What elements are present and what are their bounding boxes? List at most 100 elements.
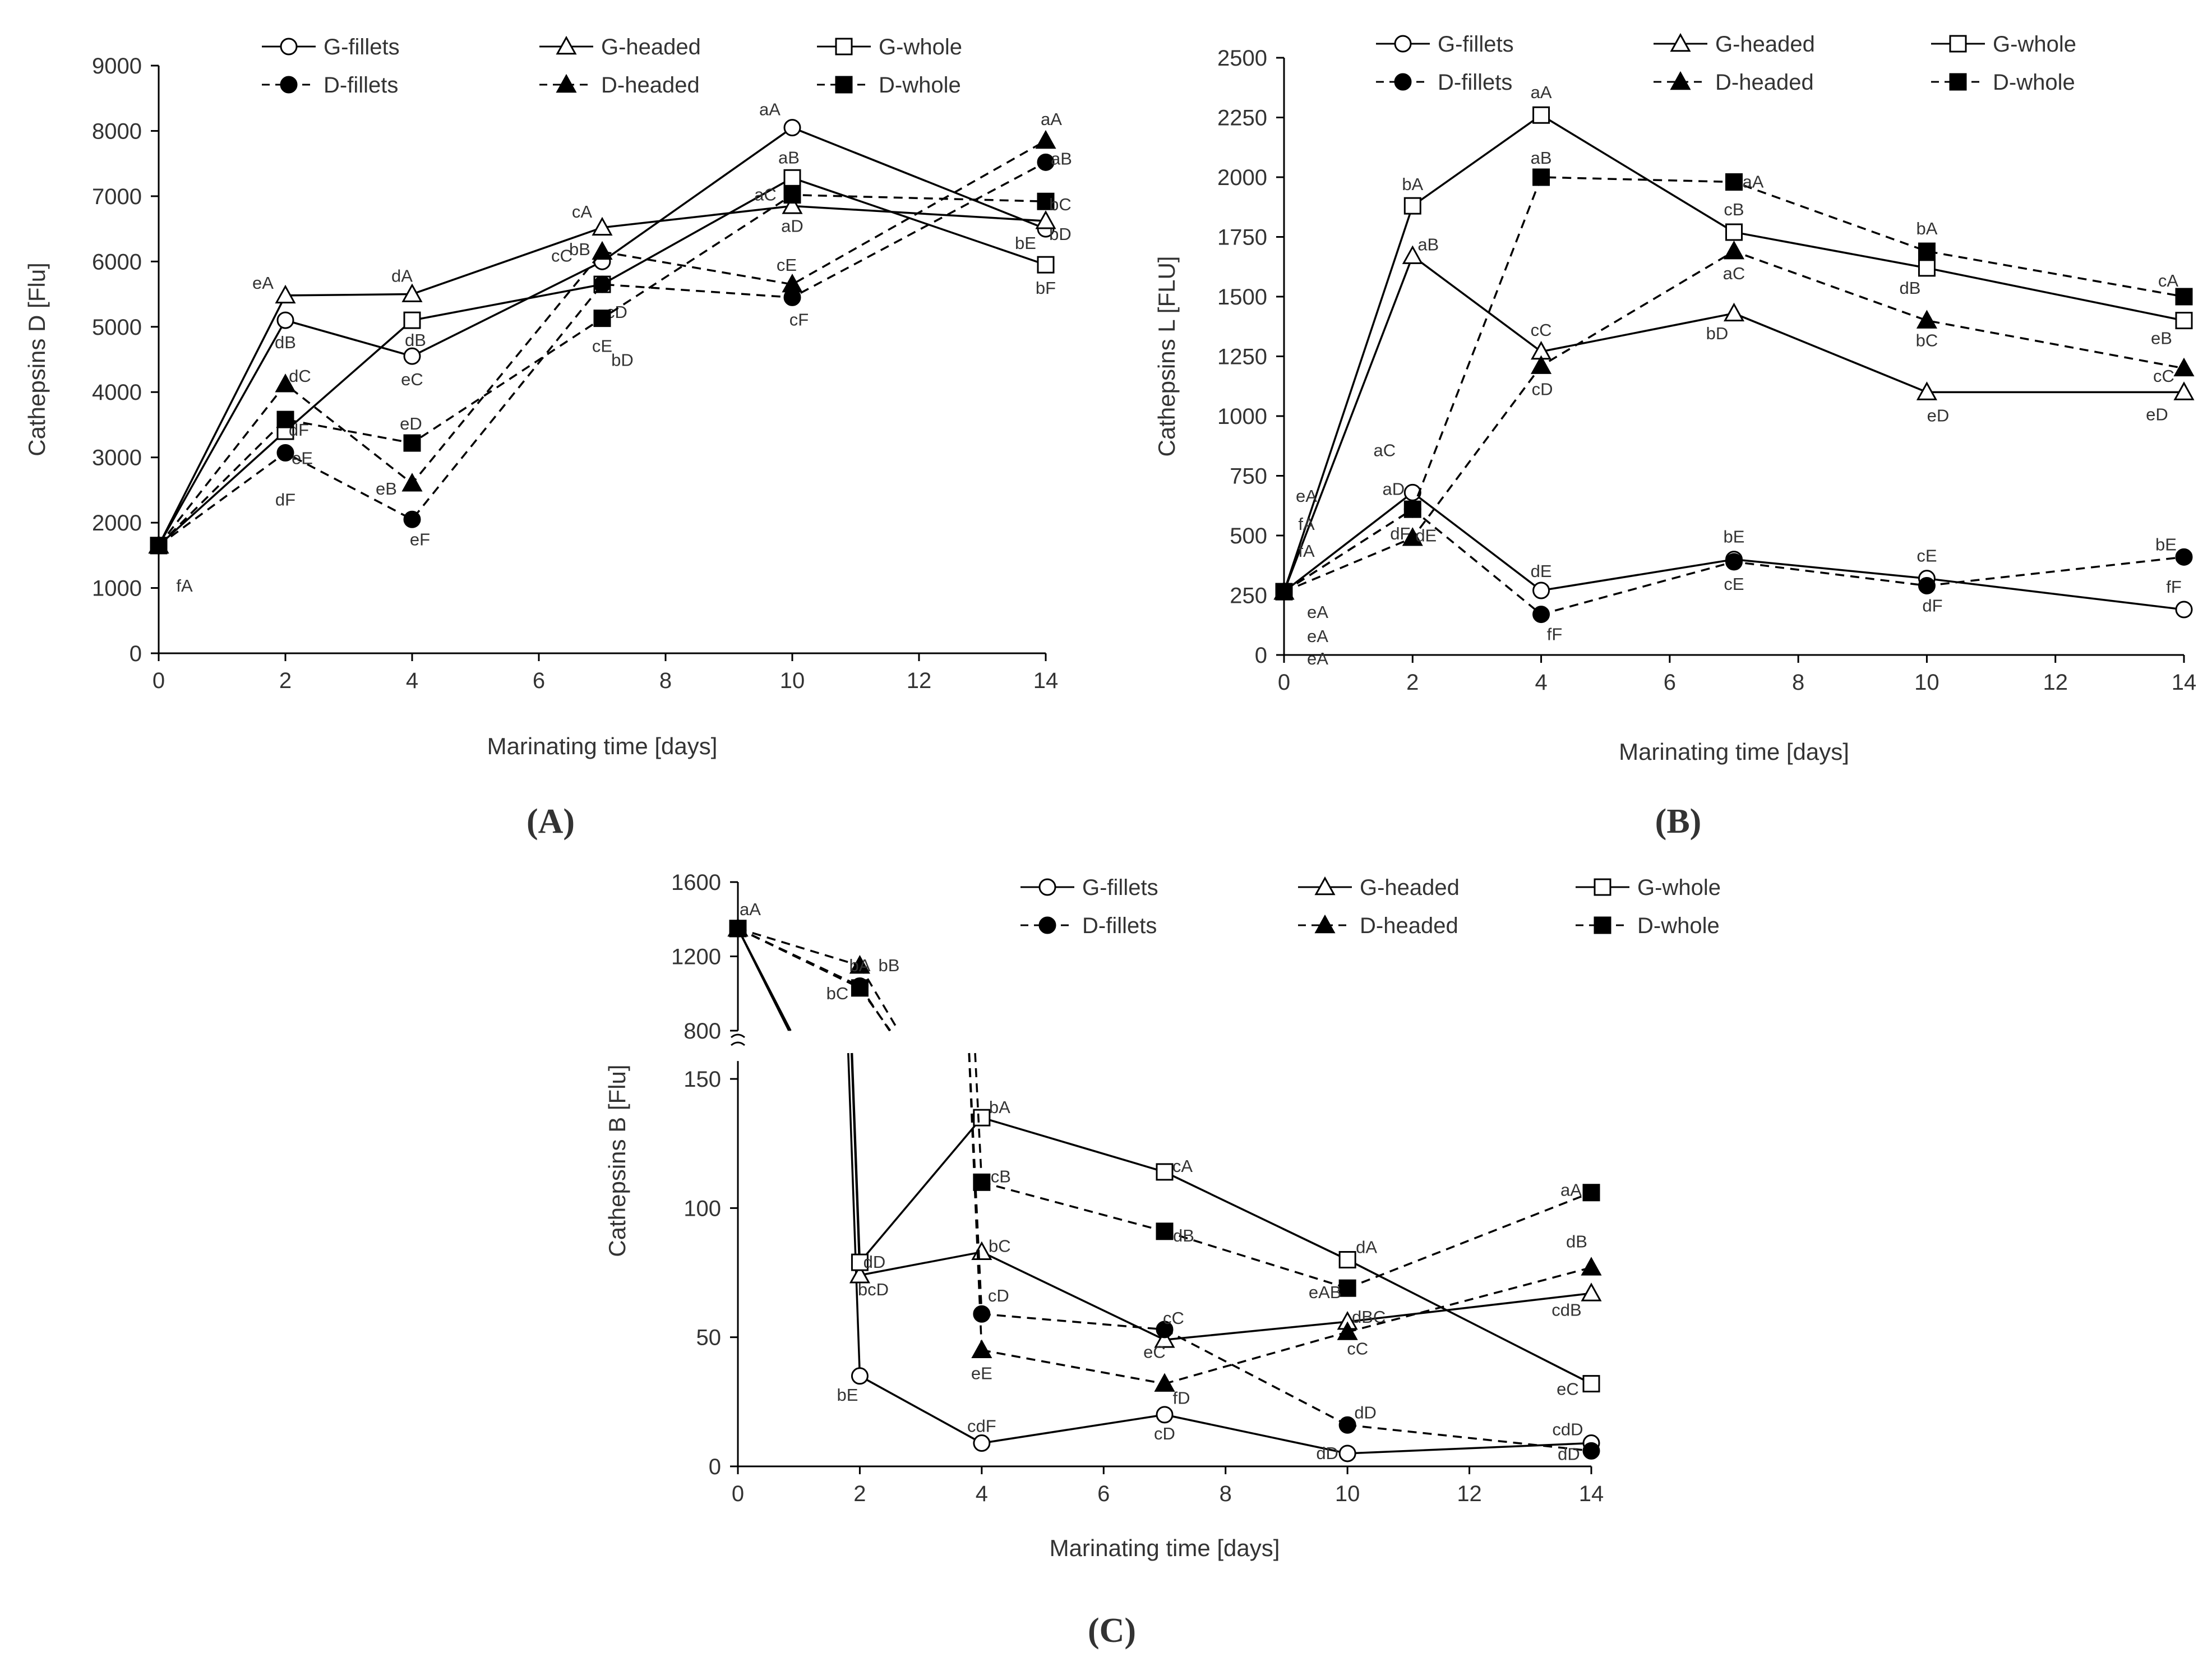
data-label-g-headed-day-4: cC: [1531, 320, 1552, 340]
annotation-2: bD: [611, 350, 634, 370]
segment-g-whole-2: [981, 1116, 1165, 1173]
point-d-fillets-day-10: [1338, 1416, 1356, 1434]
panel-label-close: ): [563, 802, 575, 841]
panel-label-open: (: [527, 802, 538, 841]
data-label-g-fillets-day-7: cC: [551, 246, 572, 265]
point-d-headed-day-4: [401, 473, 423, 492]
y-tick-label-1750: 1750: [1217, 225, 1267, 250]
x-tick-label-8: 8: [1220, 1482, 1232, 1506]
legend-item-d-whole: D-whole: [1931, 70, 2075, 95]
legend-marker-g-whole: [835, 38, 853, 56]
series-line-g-whole: [1283, 114, 2185, 592]
point-d-headed-day-14: [1581, 1257, 1602, 1276]
point-d-headed-day-2: [849, 954, 870, 974]
panel-label: (A): [527, 802, 575, 841]
x-tick-label-6: 6: [1664, 670, 1676, 695]
x-tick-label-2: 2: [279, 668, 292, 693]
point-d-headed-day-2: [275, 373, 296, 393]
segment-g-headed-4: [1347, 1292, 1592, 1323]
data-label-g-fillets-day-10: dD: [1316, 1443, 1338, 1463]
point-g-headed-day-7: [1154, 1329, 1175, 1348]
legend-label-d-whole: D-whole: [879, 73, 961, 98]
point-g-whole-day-4: [1532, 106, 1550, 124]
panel-label-letter: C: [1100, 1612, 1125, 1650]
legend-marker-d-headed: [1314, 914, 1336, 934]
point-d-whole-day-0: [1275, 583, 1293, 601]
panel-label: (B): [1655, 802, 1702, 841]
x-tick-label-4: 4: [406, 668, 418, 693]
data-label-g-headed-day-7: bD: [1706, 324, 1729, 343]
segment-g-fillets-3: [1164, 1414, 1348, 1455]
data-label-d-headed-day-2: bA: [849, 956, 870, 975]
legend-item-d-fillets: D-fillets: [1020, 913, 1157, 938]
y-tick-label-2000: 2000: [1217, 165, 1267, 190]
panel-a: 0 1000 2000 3000 4000 5000 6000 7000 8000 9000 Cat…: [24, 35, 1072, 841]
axis-break-mark-upper: [731, 1033, 745, 1039]
y-axis-title: Cathepsins B [Flu]: [604, 1064, 630, 1257]
series-line-d-fillets: [158, 161, 1046, 547]
x-tick-label-10: 10: [780, 668, 805, 693]
segment-g-headed-3: [1164, 1321, 1348, 1341]
annotation-0: bB: [878, 956, 899, 975]
annotation-6: aC: [1373, 440, 1396, 460]
data-label-d-headed-day-4: eB: [376, 479, 397, 499]
series-g-whole: bA aA cB dB eB: [1275, 82, 2193, 601]
point-g-headed-day-2: [275, 284, 296, 304]
segment-g-whole-4: [1347, 1258, 1592, 1385]
data-label-g-fillets-day-2: bE: [837, 1385, 858, 1405]
point-d-whole-day-14: [2175, 288, 2193, 306]
point-d-fillets-day-4: [403, 510, 421, 528]
x-tick-label-12: 12: [907, 668, 932, 693]
data-label-g-whole-day-10: dB: [1899, 278, 1920, 298]
data-label-g-headed-day-2: aB: [1417, 235, 1439, 255]
data-label-g-headed-day-10: eD: [1927, 405, 1950, 425]
data-label-g-whole-day-4: dB: [405, 330, 426, 350]
x-axis-title: Marinating time [days]: [487, 733, 718, 759]
point-g-fillets-day-2: [851, 1367, 869, 1385]
segment-g-fillets-1: [859, 1375, 982, 1445]
x-tick-label-6: 6: [533, 668, 545, 693]
y-tick-label-50: 50: [696, 1326, 722, 1350]
legend-label-d-whole: D-whole: [1637, 913, 1720, 938]
y-tick-label-3000: 3000: [92, 446, 142, 470]
legend-item-g-whole: G-whole: [1931, 32, 2076, 57]
data-label-d-whole-day-2: bC: [826, 984, 849, 1003]
panel-label: (C): [1088, 1612, 1136, 1650]
segment-g-fillets-2: [981, 1414, 1165, 1445]
point-d-whole-day-2: [851, 979, 869, 997]
point-g-headed-day-14: [1035, 210, 1056, 229]
series-d-headed: dC eB bB cE aA: [148, 109, 1062, 554]
data-label-d-fillets-day-4: cD: [988, 1286, 1009, 1305]
segment-d-fillets-3: [1164, 1328, 1348, 1426]
data-label-g-fillets-day-14: cdD: [1552, 1420, 1583, 1439]
legend-label-g-whole: G-whole: [879, 35, 962, 59]
series-d-whole: bC cB dB eAB aA: [729, 920, 1600, 1302]
point-d-whole-day-4: [973, 1173, 991, 1191]
point-d-headed-day-4: [1531, 355, 1552, 374]
point-d-fillets-day-4: [973, 1305, 991, 1323]
point-g-fillets-day-7: [1156, 1406, 1174, 1424]
point-d-whole-day-7: [1725, 173, 1743, 191]
data-label-d-whole-day-10: aC: [754, 185, 777, 205]
data-label-g-headed-day-14: eD: [2146, 404, 2168, 424]
series-line-g-headed: [1283, 254, 2184, 592]
data-label-g-headed-day-2: bcD: [858, 1280, 889, 1299]
panel-label-letter: A: [538, 802, 564, 841]
x-tick-label-12: 12: [2043, 670, 2068, 695]
data-label-g-headed-day-10: aD: [781, 216, 803, 236]
legend-item-g-headed: G-headed: [539, 35, 701, 59]
point-g-fillets-day-4: [403, 347, 421, 365]
series-line-d-whole: [158, 193, 1046, 547]
y-tick-label-0: 0: [1255, 643, 1267, 668]
point-g-whole-day-4: [403, 311, 421, 329]
point-g-whole-day-2: [851, 1253, 869, 1271]
annotation-0: eA: [1296, 486, 1317, 506]
annotation-5: eA: [1307, 649, 1328, 668]
data-label-d-fillets-day-14: bE: [2155, 534, 2177, 554]
point-g-headed-day-4: [401, 283, 423, 302]
legend-label-g-headed: G-headed: [1360, 875, 1460, 900]
data-label-g-headed-day-7: eC: [1143, 1342, 1166, 1362]
annotation-1: dF: [275, 490, 295, 510]
annotation-1: fA: [1298, 514, 1315, 534]
